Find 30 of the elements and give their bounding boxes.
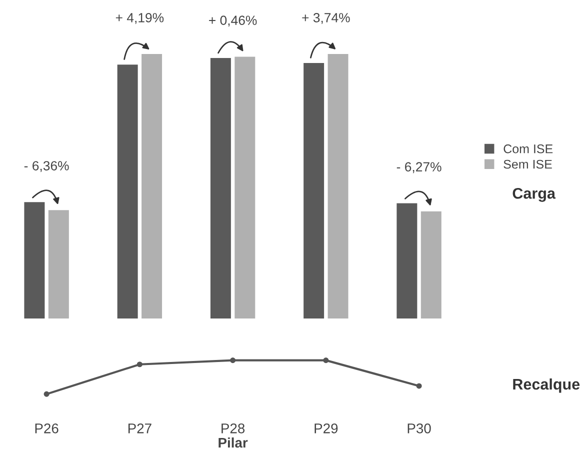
bar [420, 211, 442, 318]
x-tick-label: P27 [128, 423, 152, 434]
point [323, 358, 329, 364]
x-tick-label: P28 [222, 423, 245, 434]
bar [396, 203, 418, 318]
y-axis-title: Carga [512, 188, 556, 202]
x-tick-label: P29 [314, 423, 338, 434]
text: + 4,19% [116, 13, 164, 24]
y-axis-title: Recalque [513, 378, 580, 393]
text: + 3,74% [302, 13, 350, 24]
bar [234, 56, 256, 318]
x-tick-label: P26 [35, 423, 58, 434]
annotation: - 6,36% [24, 161, 69, 172]
point [416, 383, 422, 389]
bar [210, 58, 231, 318]
text: + 0,46% [209, 16, 257, 27]
x-axis-title: Pilar [218, 437, 248, 448]
bar [142, 54, 162, 318]
annotation: - 6,27% [396, 162, 442, 174]
bar [304, 63, 324, 318]
bar [24, 202, 45, 318]
point [136, 362, 142, 368]
point [230, 358, 236, 364]
bar [117, 64, 138, 318]
bar [48, 210, 69, 318]
legend-label: Com ISE [504, 144, 553, 154]
legend-label: Sem ISE [504, 160, 552, 169]
bar [328, 54, 348, 318]
point [44, 391, 50, 397]
x-tick-label: P30 [408, 423, 431, 434]
